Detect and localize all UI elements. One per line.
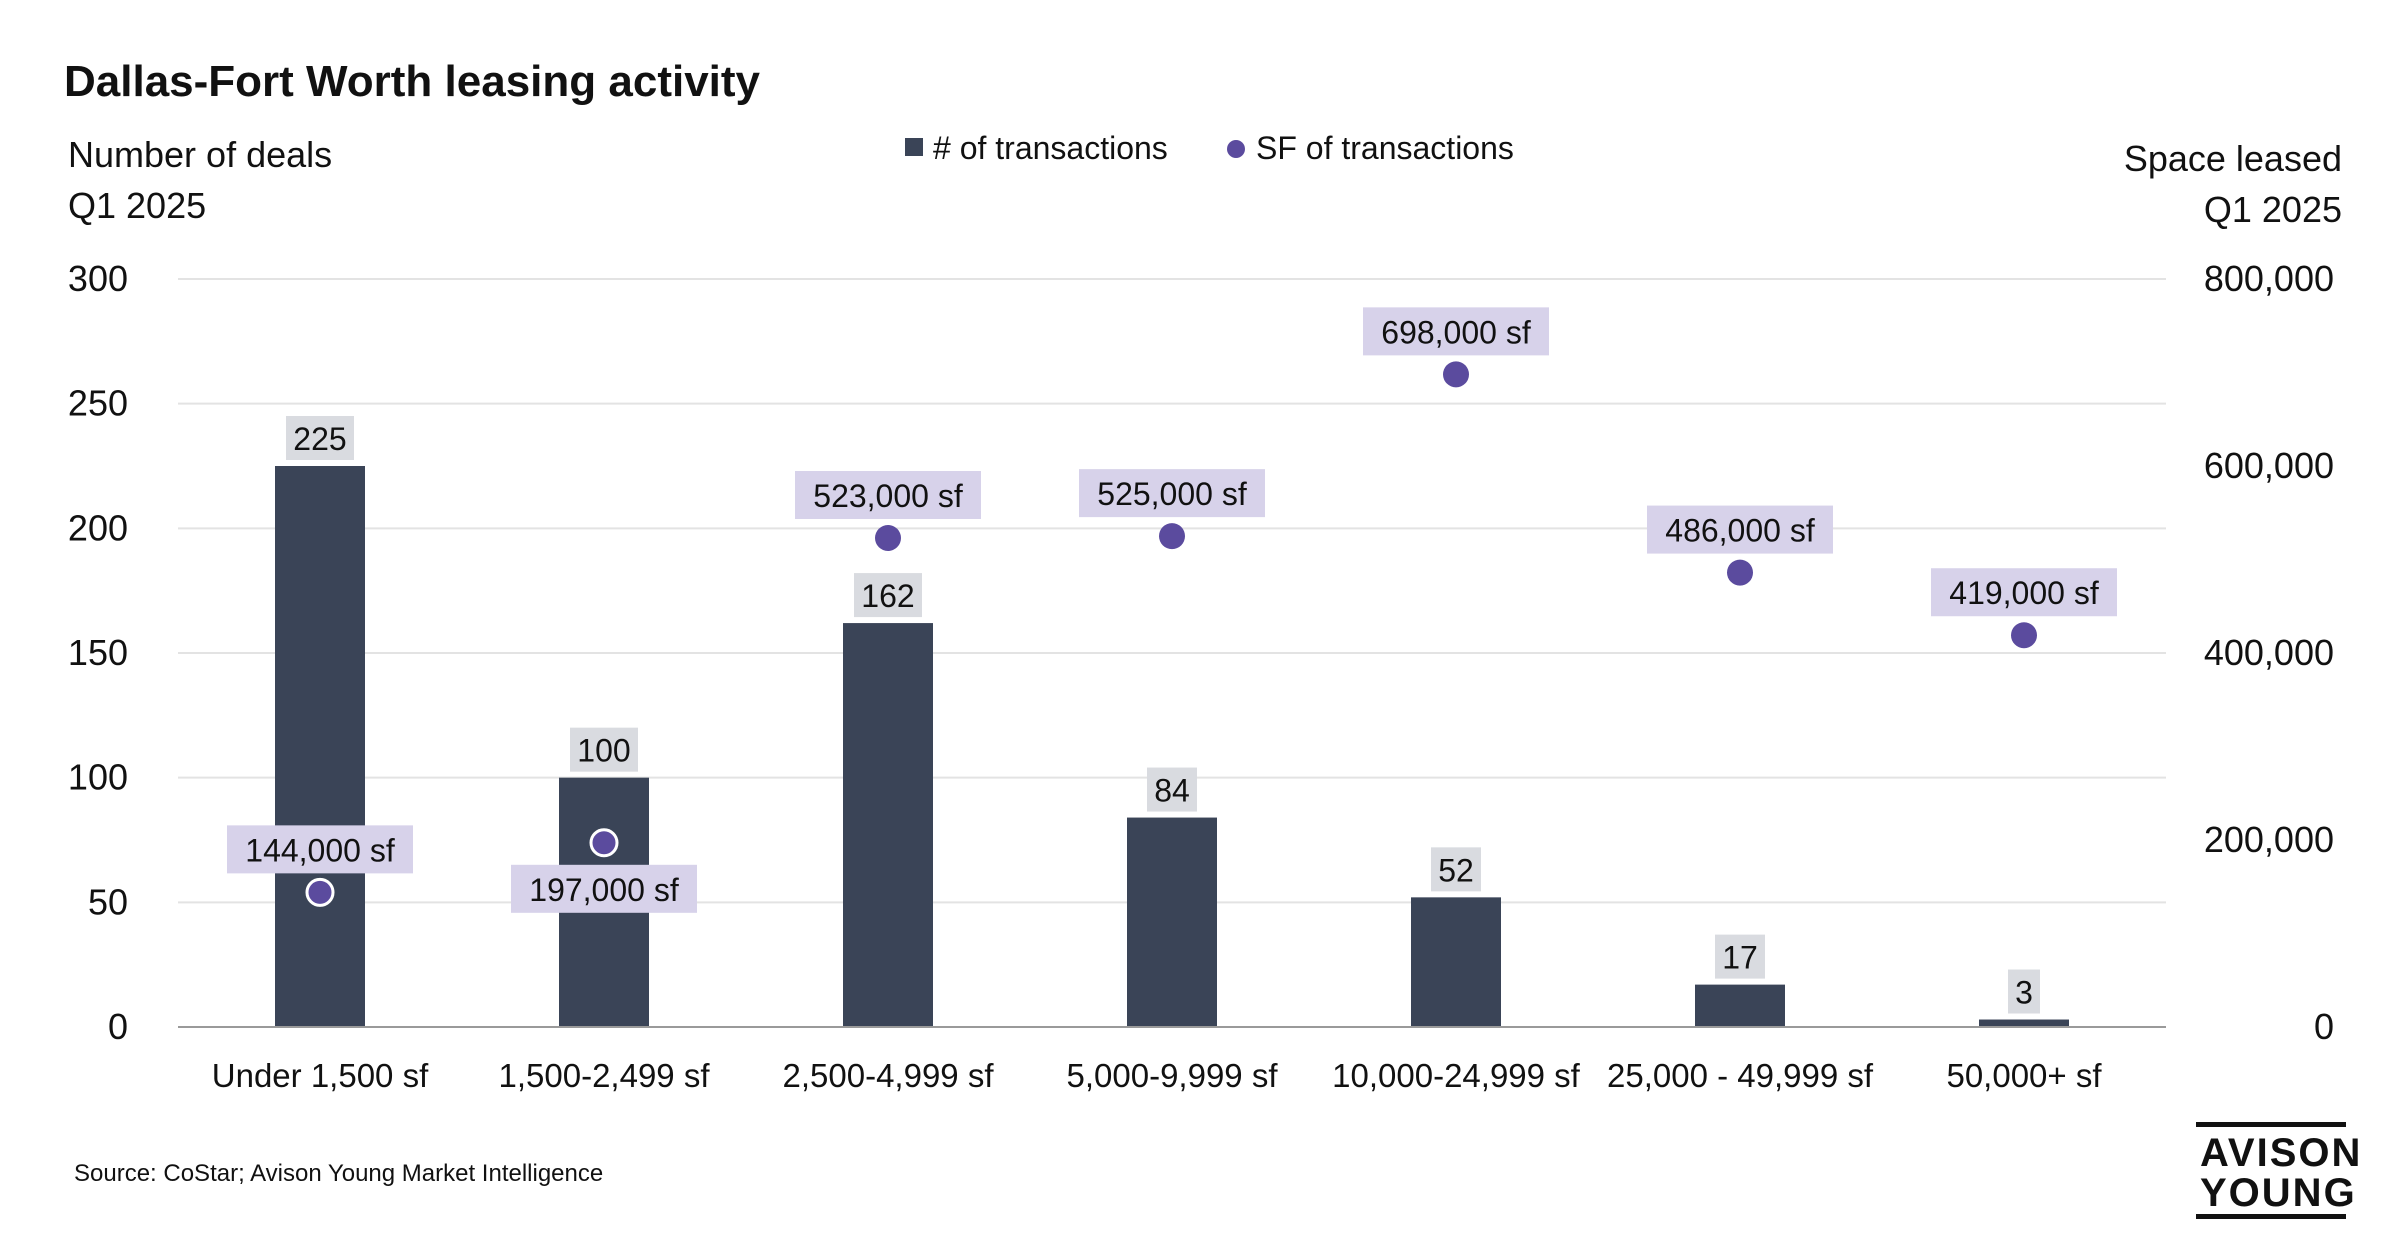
logo-line-2: YOUNG	[2200, 1171, 2357, 1215]
right-axis-title: Space leased	[2124, 138, 2342, 179]
left-tick-label: 150	[68, 632, 128, 673]
left-tick-label: 100	[68, 757, 128, 798]
left-tick-label: 200	[68, 507, 128, 548]
gridlines	[178, 278, 2166, 904]
sf-dot	[2011, 622, 2037, 649]
source-note: Source: CoStar; Avison Young Market Inte…	[74, 1160, 603, 1187]
legend-label-transactions: # of transactions	[933, 130, 1168, 166]
bar-series	[275, 466, 2069, 1027]
sf-data-label: 197,000 sf	[529, 872, 679, 908]
bar	[1695, 984, 1785, 1027]
sf-data-label: 698,000 sf	[1381, 314, 1531, 350]
bar	[1979, 1019, 2069, 1027]
right-tick-label: 600,000	[2204, 445, 2334, 486]
right-tick-label: 200,000	[2204, 819, 2334, 860]
sf-data-label: 144,000 sf	[245, 832, 395, 868]
sf-dot	[1159, 523, 1185, 550]
left-tick-label: 0	[108, 1006, 128, 1047]
bar-label-background	[1715, 934, 1765, 979]
bar-label-background	[2008, 969, 2040, 1014]
category-label: 25,000 - 49,999 sf	[1607, 1057, 1874, 1094]
avison-young-logo: AVISON YOUNG	[2196, 1122, 2362, 1219]
bar	[843, 623, 933, 1027]
sf-dot	[875, 524, 901, 551]
bar-data-label: 84	[1154, 773, 1190, 809]
dot-label-background	[511, 864, 697, 913]
logo-rule-top	[2196, 1122, 2346, 1127]
category-label: 50,000+ sf	[1946, 1057, 2102, 1094]
bar-data-label: 225	[293, 421, 346, 457]
sf-series	[305, 361, 2037, 907]
category-label: Under 1,500 sf	[212, 1057, 429, 1094]
sf-dot	[1443, 361, 1469, 388]
category-label: 2,500-4,999 sf	[783, 1057, 995, 1094]
left-tick-label: 50	[88, 881, 128, 922]
sf-dot	[1727, 559, 1753, 586]
bar-data-label: 162	[861, 578, 914, 614]
chart-title: Dallas-Fort Worth leasing activity	[64, 57, 761, 106]
legend: # of transactions SF of transactions	[905, 130, 1514, 166]
dot-label-background	[1363, 307, 1549, 356]
sf-dot	[305, 877, 335, 907]
right-tick-label: 400,000	[2204, 632, 2334, 673]
right-tick-label: 800,000	[2204, 258, 2334, 299]
right-axis-subtitle: Q1 2025	[2204, 189, 2342, 230]
bar	[1127, 817, 1217, 1027]
legend-marker-sf	[1227, 140, 1245, 158]
left-axis-subtitle: Q1 2025	[68, 185, 206, 226]
dot-label-background	[1647, 505, 1833, 554]
category-labels: Under 1,500 sf 1,500-2,499 sf 2,500-4,999 …	[212, 1057, 2103, 1094]
bar-label-background	[1147, 767, 1197, 812]
legend-label-sf: SF of transactions	[1256, 130, 1514, 166]
bar-data-label: 3	[2015, 975, 2033, 1011]
left-tick-label: 300	[68, 258, 128, 299]
dot-label-background	[795, 470, 981, 519]
legend-marker-transactions	[905, 138, 923, 156]
bar-data-label: 17	[1722, 940, 1758, 976]
bar-data-label: 100	[577, 733, 630, 769]
bar-label-background	[854, 573, 922, 618]
dot-label-background	[227, 825, 413, 874]
logo-line-1: AVISON	[2200, 1131, 2362, 1175]
left-axis-title: Number of deals	[68, 134, 332, 175]
bar-data-labels: 225 100 162 84 52 17 3	[286, 416, 2040, 1014]
bar-label-background	[286, 416, 354, 460]
sf-data-label: 523,000 sf	[813, 478, 963, 514]
sf-dot	[589, 828, 619, 858]
bar-label-background	[1431, 847, 1481, 892]
category-label: 10,000-24,999 sf	[1332, 1057, 1581, 1094]
right-axis-ticks: 0 200,000 400,000 600,000 800,000	[2204, 258, 2334, 1047]
category-label: 1,500-2,499 sf	[499, 1057, 711, 1094]
bar	[275, 466, 365, 1027]
left-axis-ticks: 0 50 100 150 200 250 300	[68, 258, 128, 1047]
right-tick-label: 0	[2314, 1006, 2334, 1047]
sf-data-label: 486,000 sf	[1665, 513, 1815, 549]
bar	[1411, 897, 1501, 1027]
bar-data-label: 52	[1438, 852, 1474, 888]
category-label: 5,000-9,999 sf	[1067, 1057, 1279, 1094]
sf-data-label: 419,000 sf	[1949, 575, 2099, 611]
dot-label-background	[1079, 469, 1265, 518]
dot-label-background	[1931, 568, 2117, 617]
dot-data-labels: 144,000 sf 197,000 sf 523,000 sf 525,000 sf…	[227, 307, 2117, 913]
sf-data-label: 525,000 sf	[1097, 476, 1247, 512]
left-tick-label: 250	[68, 383, 128, 424]
bar-label-background	[570, 727, 638, 772]
logo-rule-bottom	[2196, 1214, 2346, 1219]
